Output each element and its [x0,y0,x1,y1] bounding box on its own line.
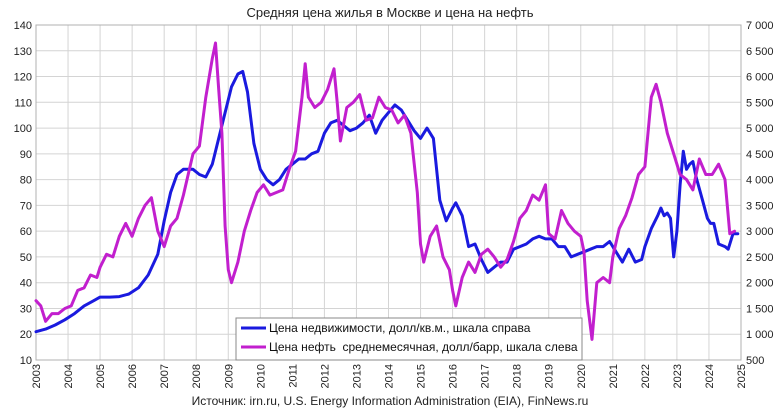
y-right-tick-label: 5 500 [746,97,774,109]
x-tick-label: 2011 [287,364,299,388]
y-left-tick-label: 30 [20,303,32,315]
y-left-tick-label: 40 [20,278,32,290]
y-right-tick-label: 3 000 [746,226,774,238]
grid [35,24,742,361]
x-tick-label: 2008 [191,364,203,388]
y-right-tick-label: 4 000 [746,175,774,187]
legend-label-oil: Цена нефть среднемесячная, долл/барр, шк… [269,340,578,354]
y-right-tick-label: 7 000 [746,20,774,32]
y-right-tick-label: 5 000 [746,123,774,135]
y-left-tick-label: 10 [20,355,32,367]
y-right-tick-label: 1 500 [746,303,774,315]
legend: Цена недвижимости, долл/кв.м., шкала спр… [235,317,583,361]
x-tick-label: 2020 [576,364,588,388]
y-right-tick-label: 3 500 [746,200,774,212]
source-note: Источник: irn.ru, U.S. Energy Informatio… [192,394,589,408]
y-left-tick-label: 60 [20,226,32,238]
x-tick-label: 2024 [704,364,716,388]
x-tick-label: 2015 [416,364,428,388]
y-left-tick-label: 140 [14,20,32,32]
y-left-tick-label: 130 [14,46,32,58]
y-right-tick-label: 500 [746,355,764,367]
y-right-tick-label: 6 500 [746,46,774,58]
series-line-oil [34,41,737,341]
y-right-tick-label: 2 000 [746,278,774,290]
y-right-tick-label: 2 500 [746,252,774,264]
legend-box [235,317,583,361]
x-tick-label: 2006 [127,364,139,388]
series-line-real-estate [34,69,740,334]
y-right-tick-label: 4 500 [746,149,774,161]
x-tick-label: 2009 [223,364,235,388]
y-left-tick-label: 90 [20,149,32,161]
x-tick-label: 2003 [31,364,43,388]
x-tick-label: 2004 [63,364,75,388]
y-right-tick-label: 1 000 [746,329,774,341]
y-left-tick-label: 110 [14,97,32,109]
y-left-tick-label: 20 [20,329,32,341]
y-left-tick-label: 100 [14,123,32,135]
x-tick-label: 2010 [255,364,267,388]
y-left-tick-label: 50 [20,252,32,264]
x-tick-label: 2021 [608,364,620,388]
series [34,41,740,341]
y-right-tick-label: 6 000 [746,72,774,84]
x-tick-label: 2022 [640,364,652,388]
x-tick-label: 2019 [544,364,556,388]
x-tick-label: 2013 [351,364,363,388]
y-left-tick-label: 120 [14,72,32,84]
legend-label-real-estate: Цена недвижимости, долл/кв.м., шкала спр… [269,321,531,335]
chart-title: Средняя цена жилья в Москве и цена на не… [246,5,533,20]
x-tick-label: 2007 [159,364,171,388]
x-tick-label: 2018 [512,364,524,388]
x-tick-label: 2023 [672,364,684,388]
y-left-tick-label: 80 [20,175,32,187]
x-tick-label: 2014 [384,364,396,388]
x-tick-label: 2025 [736,364,748,388]
x-tick-label: 2016 [448,364,460,388]
axes: 10 500 20 1 000 30 1 500 40 2 000 50 2 500 60 3 000… [14,20,774,388]
x-tick-label: 2005 [95,364,107,388]
y-left-tick-label: 70 [20,200,32,212]
x-tick-label: 2017 [480,364,492,388]
x-tick-label: 2012 [319,364,331,388]
